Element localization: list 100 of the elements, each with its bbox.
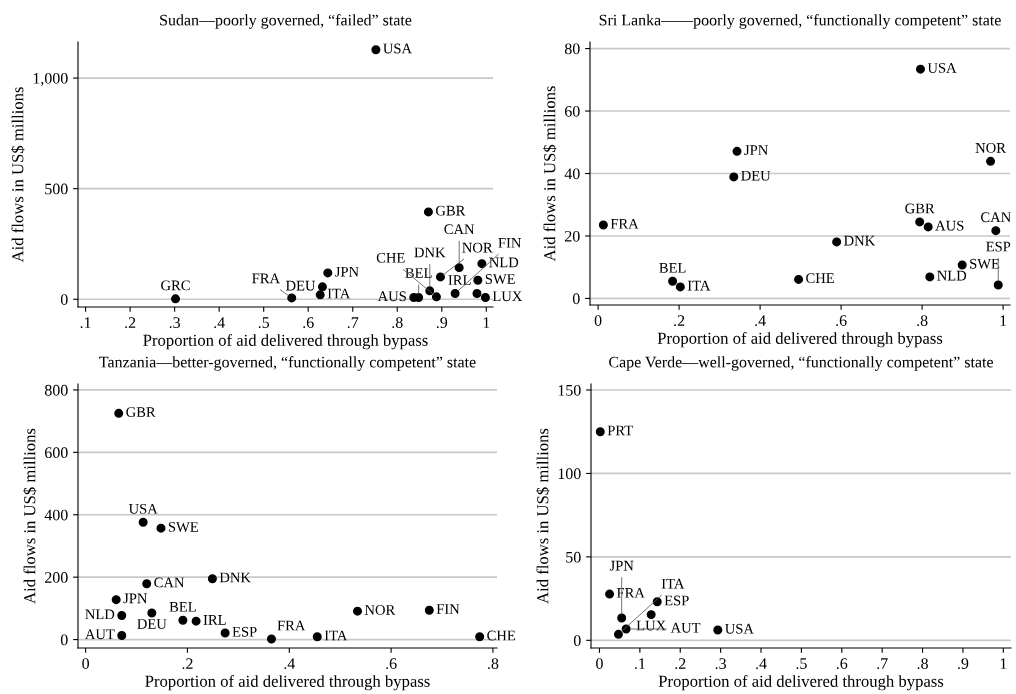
annotation: USA (383, 43, 412, 54)
x-tick-label: .6 (836, 315, 847, 327)
y-tick-label: 400 (44, 509, 68, 521)
x-tick-label: .1 (634, 658, 645, 670)
x-axis-title: Proportion of aid delivered through bypass (658, 674, 944, 691)
y-tick-label: 0 (572, 293, 580, 305)
point (266, 634, 276, 644)
x-tick-label: .8 (487, 658, 499, 670)
x-tick-label: 1 (1000, 658, 1007, 669)
point (287, 293, 297, 303)
point (191, 616, 201, 626)
annotation: ESP (232, 626, 257, 637)
point (138, 517, 148, 527)
point (598, 220, 608, 230)
annotation: BEL (169, 602, 196, 612)
point (450, 289, 460, 299)
y-axis-title: Aid flows in US$ millions (23, 428, 37, 604)
point (915, 217, 925, 227)
annotation: DEU (137, 619, 167, 629)
x-tick-label: .9 (958, 658, 969, 670)
x-tick-label: .2 (675, 658, 686, 670)
annotation: DNK (219, 572, 251, 583)
annotation: BEL (659, 263, 686, 273)
annotation: CAN (981, 212, 1011, 223)
annotation: NLD (489, 257, 519, 268)
point (371, 45, 381, 55)
point (675, 282, 685, 292)
x-tick-label: .4 (284, 658, 296, 670)
point (832, 237, 842, 247)
annotation: ITA (327, 288, 351, 299)
point (207, 574, 217, 584)
point (732, 146, 742, 156)
annotation: BEL (405, 268, 432, 278)
annotation: DEU (285, 280, 316, 291)
annotation: CHE (806, 273, 834, 284)
point (925, 272, 935, 282)
point (986, 156, 996, 166)
y-axis-title: Aid flows in US$ millions (536, 428, 550, 604)
x-tick-label: .8 (917, 315, 928, 327)
x-tick-label: .2 (182, 658, 193, 670)
y-tick-label: 100 (558, 468, 581, 480)
point (312, 632, 322, 642)
x-tick-label: 1 (483, 317, 490, 328)
point (957, 260, 967, 270)
point (993, 280, 1003, 290)
point (424, 605, 434, 615)
point (156, 523, 166, 533)
annotation: AUT (85, 629, 115, 640)
annotation: DNK (414, 247, 446, 258)
annotation: GBR (126, 407, 156, 417)
y-tick-label: 200 (45, 572, 68, 583)
annotation: JPN (609, 560, 634, 571)
annotation: USA (725, 623, 754, 634)
chart-title: Cape Verde—well-governed, “functionally competent” state (609, 356, 993, 371)
x-tick-label: .3 (169, 317, 180, 329)
point (794, 274, 804, 284)
point (353, 606, 363, 616)
x-tick-label: .4 (214, 317, 225, 329)
annotation: USA (927, 63, 957, 73)
chart-title: Tanzania—better-governed, “functionally competent” state (99, 356, 476, 371)
annotation: FRA (252, 273, 280, 284)
y-tick-label: 40 (564, 168, 580, 180)
x-tick-label: .3 (715, 658, 726, 670)
y-tick-label: 60 (564, 105, 580, 117)
annotation: JPN (123, 593, 148, 604)
annotation: CAN (154, 577, 185, 588)
point (915, 64, 925, 74)
point (435, 272, 445, 282)
y-axis-title: Aid flows in US$ millions (11, 87, 25, 263)
annotation: NLD (85, 609, 115, 620)
annotation: ITA (324, 630, 348, 641)
annotation: NOR (462, 242, 493, 253)
x-axis-title: Proportion of aid delivered through bypass (145, 674, 430, 691)
x-tick-label: 0 (596, 658, 603, 669)
point (477, 259, 487, 269)
annotation: FRA (616, 587, 645, 598)
annotation: AUT (670, 622, 701, 633)
annotation: FIN (436, 604, 460, 614)
point (713, 625, 723, 635)
annotation: FRA (610, 218, 639, 229)
point (117, 631, 127, 641)
annotation: CAN (444, 224, 475, 235)
annotation: GBR (905, 203, 935, 214)
annotation: CHE (376, 252, 405, 263)
x-tick-label: 0 (82, 658, 90, 669)
annotation: LUX (492, 291, 523, 302)
annotation: CHE (487, 630, 516, 641)
y-tick-label: 50 (566, 551, 581, 563)
y-tick-label: 1,000 (33, 72, 68, 87)
x-tick-label: .5 (258, 317, 270, 329)
x-tick-label: 0 (594, 315, 602, 326)
x-tick-label: 1 (1000, 315, 1007, 326)
x-tick-label: .6 (836, 658, 848, 670)
annotation: FRA (277, 620, 306, 631)
y-tick-label: 20 (565, 230, 580, 242)
x-tick-label: .2 (674, 315, 685, 327)
x-tick-label: .7 (347, 317, 359, 329)
point (111, 595, 121, 605)
y-tick-label: 0 (60, 634, 68, 646)
point (617, 613, 627, 623)
